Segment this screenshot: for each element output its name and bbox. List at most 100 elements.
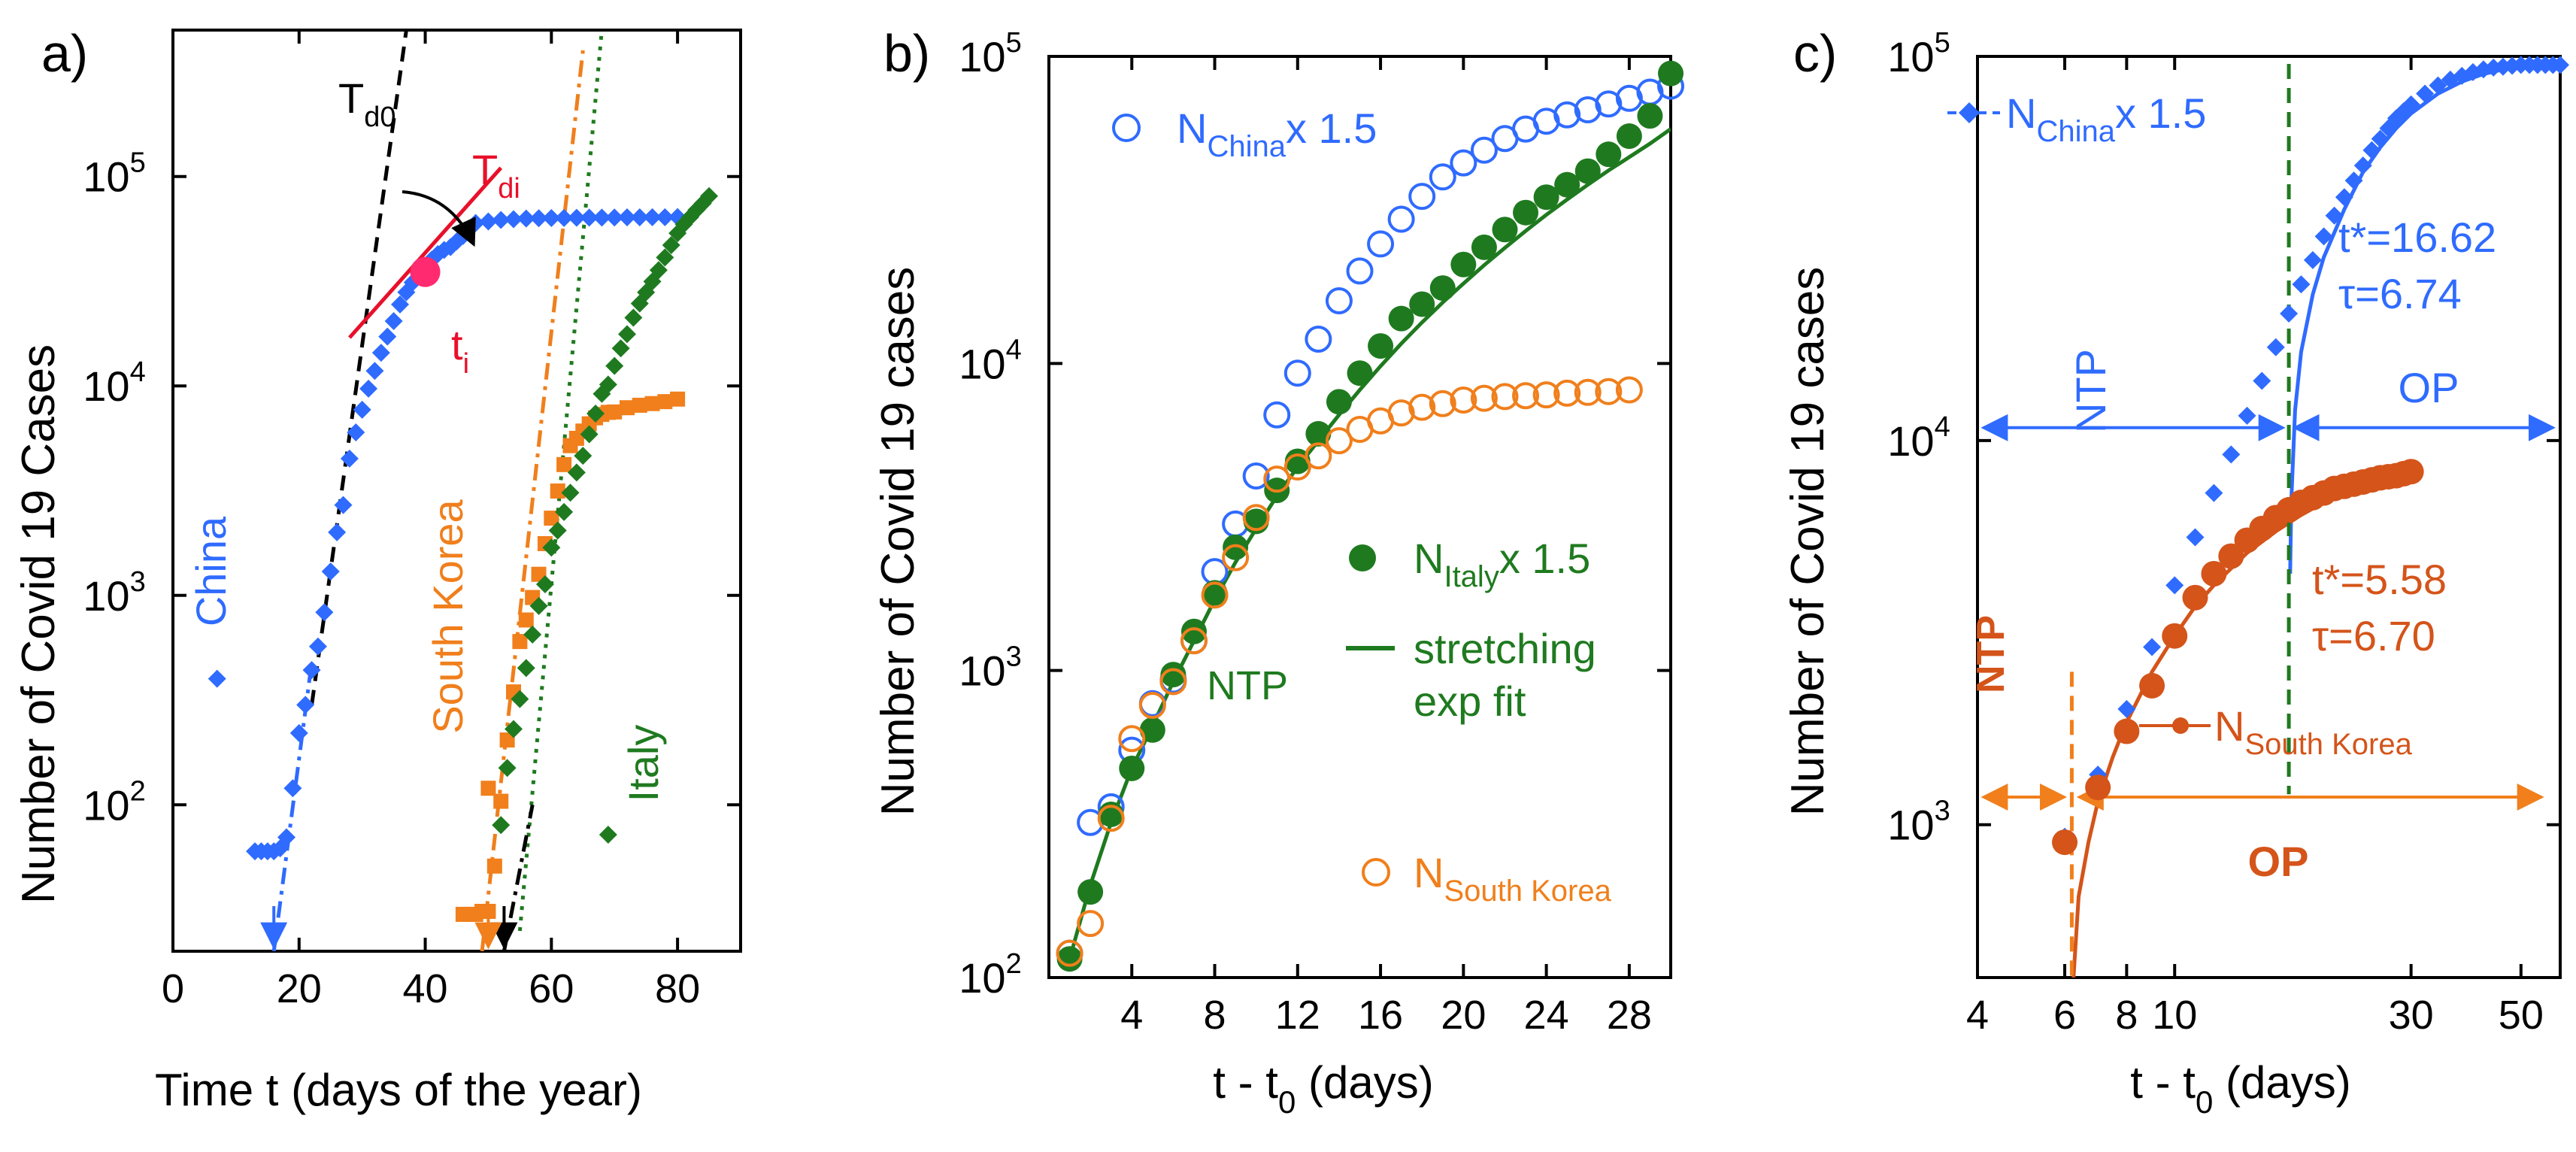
legend-b-italy-text: NItalyx 1.5 [1414,535,1590,593]
data-point [1118,725,1146,753]
data-point [1554,171,1580,198]
data-point [518,612,534,628]
panel-c-xlabel: t - t0 (days) [2130,1057,2350,1120]
data-point [2551,56,2569,74]
data-point [1388,305,1414,332]
x-tick-label: 10 [2152,993,2197,1038]
panel-c-tick-labels: 4 6 8 10 30 50 103 104 105 [1887,27,2544,1038]
data-point [321,562,340,581]
data-point [529,596,548,615]
data-point [1305,326,1332,353]
data-point [662,235,680,254]
c-grid-frame [1976,55,2562,979]
data-point [1325,286,1353,314]
data-point [1347,360,1373,387]
data-point [643,208,662,226]
y-tick-label: 104 [959,334,1021,387]
data-point [618,325,636,344]
data-point [1450,149,1477,177]
data-point [2280,305,2299,323]
data-point [580,208,599,227]
data-point [2238,406,2256,425]
label-td0: Td0 [338,74,396,133]
label-south-korea: South Korea [424,499,471,733]
data-point [1533,184,1559,211]
label-china: China [187,516,235,626]
x-tick-label: 12 [1275,993,1320,1038]
fit-line [348,166,503,339]
data-point [1409,291,1435,317]
data-point [2429,76,2447,95]
x-tick-label: 60 [529,966,574,1011]
data-point [1513,199,1539,226]
data-point [2344,171,2363,190]
legend-c-china: NChinax 1.5 [1947,89,2206,148]
label-c-korea-tau: τ=6.70 [2312,612,2435,659]
data-point [365,362,384,380]
legend-b-china: NChinax 1.5 [1112,105,1377,163]
data-point [1180,618,1207,644]
legend-b-korea-marker [1362,858,1390,887]
y-tick-label: 104 [1887,411,1950,465]
data-point [1159,668,1187,696]
data-point [384,311,403,330]
data-point [315,603,334,622]
y-tick-label: 103 [83,566,145,620]
y-tick-label: 104 [83,356,145,410]
legend-b-fit-text-1: stretching [1414,625,1596,672]
data-point [296,696,315,714]
data-point [2398,459,2424,485]
panel-c-data-marks [2052,56,2569,856]
data-point [574,447,592,465]
data-point [1077,910,1105,938]
c-fits-clipped [2071,62,2560,978]
data-point [2114,718,2140,744]
data-point [1574,158,1601,184]
data-point [505,210,523,229]
legend-b-china-marker [1112,114,1141,142]
x-tick-label: 24 [1524,993,1569,1038]
data-point [556,456,572,472]
data-point [2085,775,2111,801]
data-point [1595,90,1623,118]
data-point [1532,381,1560,409]
data-point [657,394,673,410]
data-point [592,384,611,403]
panel-b-xlabel: t - t0 (days) [1213,1057,1433,1120]
legend-b-fit: stretching exp fit [1346,625,1596,725]
data-point [548,521,567,540]
label-c-korea-tstar: t*=5.58 [2312,556,2447,603]
data-point [555,502,574,521]
data-point [605,208,624,227]
x-tick-label: 28 [1607,993,1652,1038]
panel-b-tick-labels: 4 8 12 16 20 24 28 102 103 104 105 [959,27,1652,1038]
data-point [2218,543,2244,569]
data-point [605,356,624,375]
data-point [656,248,674,267]
legend-marker [208,669,226,688]
data-point [2139,672,2165,699]
data-point [2186,528,2205,547]
data-point [2222,445,2241,464]
data-point [1263,465,1291,493]
data-point [1242,504,1270,532]
data-point [1387,205,1415,233]
panel-b-axes [1047,55,1672,979]
label-c-ntp-korea: NTP [1969,615,2013,693]
legend-c-china-text: NChinax 1.5 [2006,89,2206,148]
b-grid-frame [1047,55,1672,979]
data-point [1305,420,1332,447]
data-point [592,208,611,227]
data-point [649,261,668,280]
data-point [1283,359,1311,387]
panel-b-ylabel: Number of Covid 19 cases [872,267,924,817]
data-point [1326,389,1352,415]
data-point [505,720,523,738]
y-tick-label: 105 [83,147,145,201]
label-c-ntp-china: NTP [2067,349,2114,433]
data-point [607,404,623,420]
data-point [480,903,496,919]
data-point [1139,717,1165,743]
panel-a-label: a) [41,24,88,83]
data-point [1615,376,1643,404]
